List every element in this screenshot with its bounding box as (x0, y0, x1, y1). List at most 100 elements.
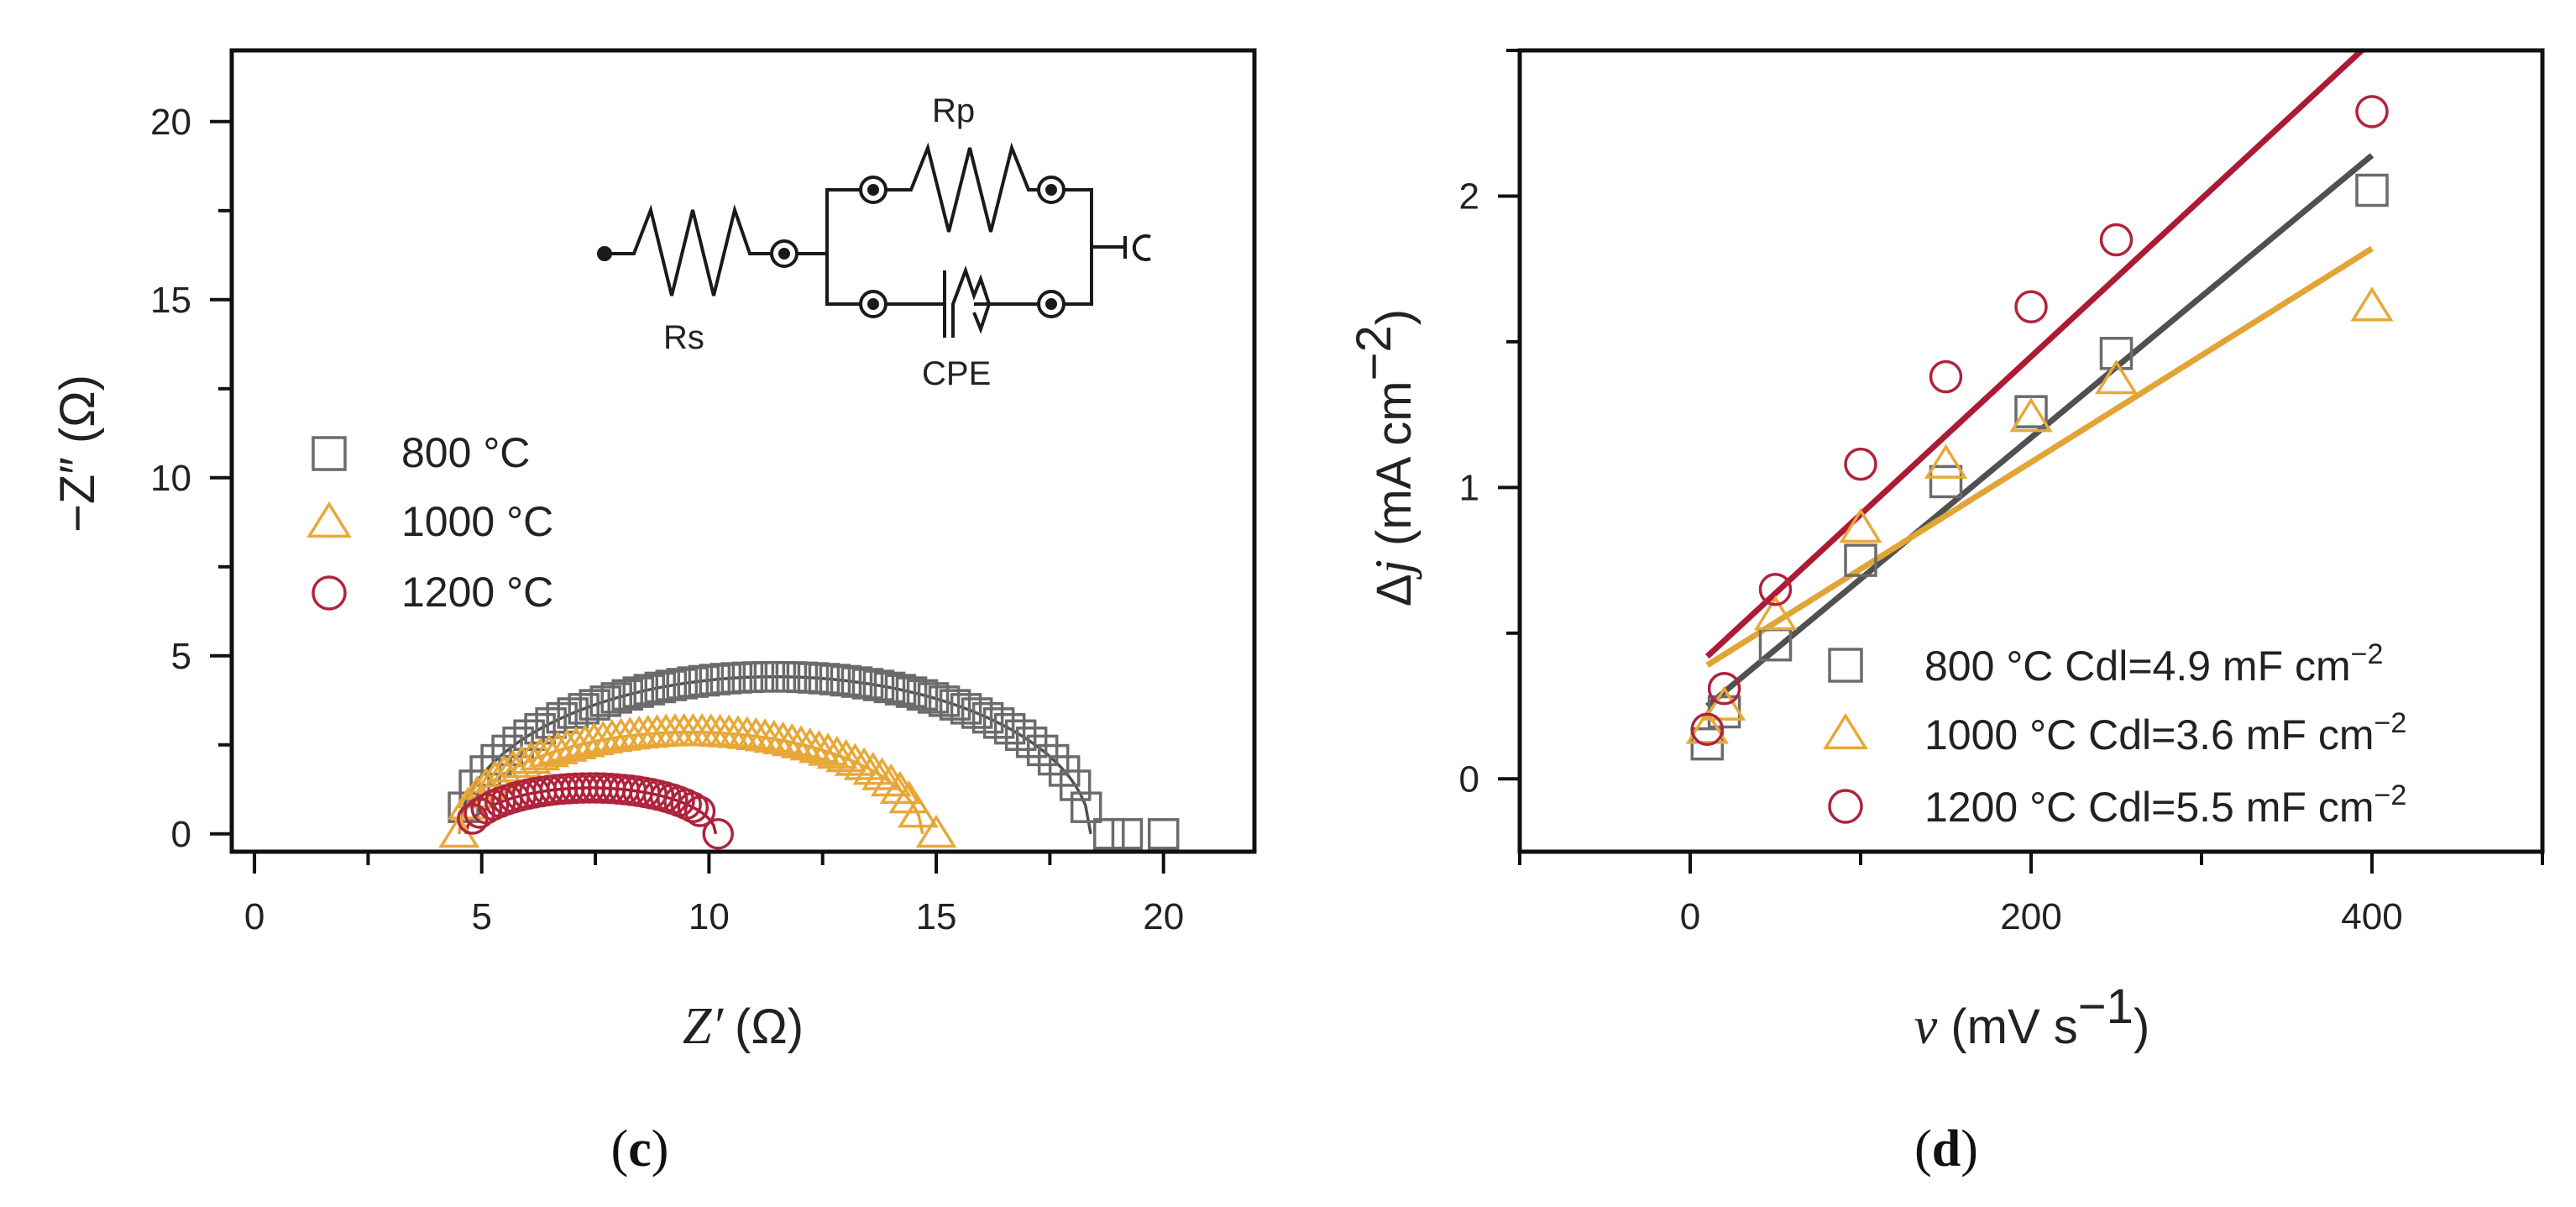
panel-c-data-points (438, 660, 1180, 850)
data-point-1200 (683, 795, 716, 827)
data-point-1000 (915, 814, 957, 848)
data-point-800 (1059, 769, 1092, 801)
data-point-800 (535, 707, 567, 739)
data-point-800 (1690, 727, 1725, 761)
data-point-800 (524, 712, 556, 745)
data-point-800 (546, 701, 578, 734)
data-point-1000 (501, 744, 543, 779)
legend-marker-800 (312, 436, 347, 471)
data-point-1200 (2099, 223, 2134, 257)
circuit-label-cpe: CPE (922, 355, 991, 392)
panel-d-data-points (1685, 95, 2394, 761)
data-point-800 (873, 671, 906, 704)
data-point-1000 (1924, 443, 1968, 479)
data-point-1000 (537, 731, 579, 764)
data-point-1000 (573, 722, 615, 756)
data-point-800 (862, 669, 895, 701)
panel-c-x-axis-variable: Z′ (683, 998, 724, 1055)
circuit-label-rp: Rp (932, 92, 975, 129)
data-point-800 (557, 697, 589, 729)
data-point-1000 (771, 722, 813, 757)
y-tick-label: 0 (1459, 758, 1479, 800)
data-point-1200 (2014, 290, 2048, 324)
data-point-800 (480, 743, 512, 776)
data-point-1000 (2350, 286, 2394, 322)
data-point-1000 (519, 737, 561, 771)
data-point-1000 (798, 730, 840, 764)
data-point-800 (1093, 818, 1125, 850)
data-point-1000 (852, 752, 894, 785)
legend-marker-1000 (1823, 712, 1868, 750)
data-point-800 (2014, 395, 2048, 428)
x-tick-label: 200 (2000, 896, 2061, 937)
y-tick-label: 5 (171, 636, 191, 677)
data-point-1000 (528, 734, 570, 768)
y-tick-label: 20 (150, 102, 191, 143)
x-tick-label: 15 (916, 896, 957, 937)
panel-c-caption: (c) (611, 1120, 669, 1178)
legend-entry-800-cdl: 800 °C Cdl=4.9 mF cm−2 (1924, 638, 2383, 690)
panel-d-plot-frame (1517, 48, 2545, 854)
panel-d-caption: (d) (1914, 1120, 1978, 1178)
data-point-1000 (807, 732, 849, 766)
legend-marker-1000 (306, 501, 352, 538)
data-point-800 (2099, 337, 2134, 370)
circuit-node-dot (1045, 298, 1057, 310)
data-point-1000 (555, 726, 597, 760)
circuit-node-dot (867, 184, 879, 196)
y-tick-label: 0 (171, 814, 191, 855)
data-point-800 (622, 676, 655, 708)
data-point-1000 (789, 727, 831, 761)
cpe-symbol-zigzag (951, 265, 992, 338)
data-point-1000 (1702, 685, 1746, 721)
data-point-800 (851, 668, 884, 700)
circuit-label-rs: Rs (663, 319, 704, 356)
circuit-terminal-left (597, 246, 612, 261)
data-point-800 (884, 674, 917, 706)
data-point-1000 (510, 741, 552, 774)
data-point-1000 (1685, 709, 1729, 744)
data-point-1000 (2094, 359, 2139, 395)
panel-c-nyquist-plot: 0 5 10 15 20 0 5 10 15 20 (50, 48, 1257, 1178)
data-point-800 (666, 668, 699, 700)
resistor-rs-symbol (610, 203, 771, 297)
data-point-1000 (762, 721, 804, 755)
data-point-800 (1015, 727, 1048, 758)
legend-entry-1000-cdl: 1000 °C Cdl=3.6 mF cm−2 (1924, 707, 2406, 758)
panel-d-tick-labels: 0 200 400 0 1 2 (1459, 176, 2403, 937)
y-tick-label: 1 (1459, 467, 1479, 508)
data-point-1000 (834, 743, 876, 776)
legend-label-800: 800 °C (401, 429, 530, 476)
y-tick-label: 10 (150, 458, 191, 499)
circuit-node-dot (867, 298, 879, 310)
panel-d-legend-markers (1823, 648, 1868, 824)
y-tick-label: 15 (150, 280, 191, 321)
data-point-800 (611, 679, 643, 711)
y-tick-label: 2 (1459, 176, 1479, 217)
legend-label-1200: 1200 °C (401, 569, 553, 616)
panel-c-legend: 800 °C 1000 °C 1200 °C (306, 429, 553, 616)
data-point-800 (1844, 543, 1877, 577)
data-point-1000 (1839, 507, 1882, 543)
x-tick-label: 20 (1143, 896, 1184, 937)
panel-c-x-axis-title: Z′ (Ω) (683, 998, 804, 1055)
data-point-800 (1111, 818, 1144, 850)
panel-c-plot-frame (229, 48, 1257, 854)
legend-entry-1200-cdl: 1200 °C Cdl=5.5 mF cm−2 (1924, 779, 2406, 831)
data-point-800 (1026, 734, 1059, 767)
data-point-800 (633, 674, 666, 706)
data-point-800 (1037, 743, 1070, 776)
data-point-1200 (1707, 671, 1741, 706)
data-point-1200 (702, 818, 734, 850)
panel-d-ticks (1498, 49, 2544, 874)
panel-d-x-axis-title: ν (mV s−1) (1914, 979, 2150, 1055)
data-point-1000 (546, 728, 588, 762)
data-point-1200 (470, 792, 503, 825)
data-point-800 (644, 671, 677, 704)
equivalent-circuit-inset (597, 142, 1151, 338)
data-point-800 (1147, 818, 1180, 850)
data-point-1000 (870, 763, 912, 797)
data-point-800 (895, 676, 928, 708)
data-point-800 (1929, 464, 1963, 499)
data-point-800 (600, 682, 632, 714)
